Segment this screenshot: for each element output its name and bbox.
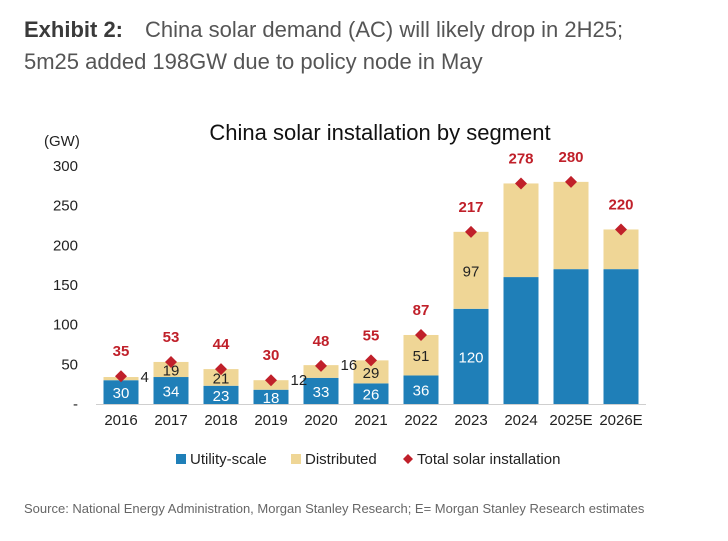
y-axis-ticks: - 50 100 150 200 250 300 bbox=[53, 158, 78, 413]
bar-distributed-2024 bbox=[503, 183, 539, 278]
total-label-2018: 44 bbox=[213, 336, 230, 353]
label-distributed-2017: 19 bbox=[163, 362, 180, 379]
legend-label-total-solar-installation: Total solar installation bbox=[417, 451, 560, 468]
legend-label-utility-scale: Utility-scale bbox=[190, 451, 267, 468]
y-tick-label-150: 150 bbox=[53, 277, 78, 294]
total-label-2025e: 280 bbox=[558, 149, 583, 166]
y-tick-label-0: - bbox=[73, 396, 78, 413]
bar-distributed-2025e bbox=[553, 181, 589, 270]
legend-swatch-utility-scale bbox=[176, 454, 186, 464]
y-tick-label-250: 250 bbox=[53, 198, 78, 215]
total-label-2022: 87 bbox=[413, 302, 430, 319]
bars-group bbox=[103, 181, 639, 404]
bar-utility-2021 bbox=[353, 383, 389, 404]
label-utility-2017: 34 bbox=[163, 384, 180, 401]
x-tick-label-2016: 2016 bbox=[104, 412, 137, 429]
legend: Utility-scale Distributed Total solar inst… bbox=[176, 451, 560, 468]
bar-utility-2025e bbox=[553, 269, 589, 404]
legend-swatch-distributed bbox=[291, 454, 301, 464]
total-marker-2025e bbox=[565, 175, 577, 188]
bar-utility-2017 bbox=[153, 377, 189, 404]
x-tick-label-2018: 2018 bbox=[204, 412, 237, 429]
headline-line-2: 5m25 added 198GW due to policy node in M… bbox=[24, 49, 483, 74]
total-marker-2020 bbox=[315, 359, 327, 372]
legend-swatch-total-solar-installation bbox=[403, 454, 413, 464]
bar-utility-2024 bbox=[503, 277, 539, 404]
y-tick-label-200: 200 bbox=[53, 237, 78, 254]
headline-line-1: China solar demand (AC) will likely drop… bbox=[145, 17, 624, 42]
legend-label-distributed: Distributed bbox=[305, 451, 377, 468]
bar-distributed-2023 bbox=[453, 231, 489, 309]
total-marker-2022 bbox=[415, 328, 427, 341]
bar-utility-2016 bbox=[103, 380, 139, 404]
total-label-2017: 53 bbox=[163, 329, 180, 346]
x-tick-label-2026e: 2026E bbox=[599, 412, 642, 429]
label-distributed-2018: 21 bbox=[213, 370, 230, 387]
total-label-2021: 55 bbox=[363, 327, 380, 344]
bar-distributed-2017 bbox=[153, 361, 189, 378]
bar-utility-2026e bbox=[603, 269, 639, 404]
bar-utility-2019 bbox=[253, 389, 289, 404]
total-label-2023: 217 bbox=[458, 199, 483, 216]
total-label-2016: 35 bbox=[113, 343, 130, 360]
total-marker-2023 bbox=[465, 225, 477, 238]
total-label-2024: 278 bbox=[508, 150, 533, 167]
x-tick-label-2019: 2019 bbox=[254, 412, 287, 429]
total-marker-2018 bbox=[215, 363, 227, 376]
exhibit-header: Exhibit 2: China solar demand (AC) will l… bbox=[24, 14, 714, 78]
bar-distributed-2018 bbox=[203, 369, 239, 386]
stacked-bar-chart: China solar installation by segment (GW)… bbox=[44, 120, 646, 468]
label-utility-2018: 23 bbox=[213, 388, 230, 405]
total-marker-2021 bbox=[365, 354, 377, 367]
label-utility-2021: 26 bbox=[363, 387, 380, 404]
total-marker-2026e bbox=[615, 223, 627, 236]
label-distributed-2021: 29 bbox=[363, 365, 380, 382]
total-marker-2024 bbox=[515, 177, 527, 190]
x-tick-label-2020: 2020 bbox=[304, 412, 337, 429]
bar-utility-2023 bbox=[453, 308, 489, 404]
x-tick-label-2023: 2023 bbox=[454, 412, 487, 429]
label-distributed-2016: 4 bbox=[141, 369, 149, 386]
total-markers: 35 53 44 30 48 55 87 217 278 280 220 bbox=[113, 149, 634, 387]
x-tick-label-2022: 2022 bbox=[404, 412, 437, 429]
y-tick-label-50: 50 bbox=[61, 356, 78, 373]
total-label-2026e: 220 bbox=[608, 196, 633, 213]
bar-distributed-2022 bbox=[403, 334, 439, 376]
label-utility-2022: 36 bbox=[413, 383, 430, 400]
total-marker-2019 bbox=[265, 374, 277, 387]
label-utility-2023: 120 bbox=[458, 349, 483, 366]
label-distributed-2020: 16 bbox=[341, 357, 358, 374]
bar-utility-2022 bbox=[403, 375, 439, 404]
bar-distributed-2021 bbox=[353, 360, 389, 384]
bar-distributed-2026e bbox=[603, 229, 639, 270]
label-utility-2019: 18 bbox=[263, 390, 280, 407]
source-note: Source: National Energy Administration, … bbox=[24, 501, 645, 516]
y-tick-label-100: 100 bbox=[53, 317, 78, 334]
y-tick-label-300: 300 bbox=[53, 158, 78, 175]
label-utility-2020: 33 bbox=[313, 384, 330, 401]
x-tick-label-2021: 2021 bbox=[354, 412, 387, 429]
y-axis-unit-label: (GW) bbox=[44, 133, 80, 150]
label-utility-2016: 30 bbox=[113, 385, 130, 402]
label-distributed-2022: 51 bbox=[413, 348, 430, 365]
label-distributed-2023: 97 bbox=[463, 263, 480, 280]
bar-utility-2018 bbox=[203, 385, 239, 404]
x-tick-label-2017: 2017 bbox=[154, 412, 187, 429]
exhibit-label: Exhibit 2: bbox=[24, 17, 124, 42]
x-axis-ticks: 2016 2017 2018 2019 2020 2021 2022 2023 2024 2025… bbox=[104, 412, 642, 429]
chart-title: China solar installation by segment bbox=[209, 120, 550, 145]
total-label-2019: 30 bbox=[263, 347, 280, 364]
total-marker-2016 bbox=[115, 370, 127, 383]
x-tick-label-2025e: 2025E bbox=[549, 412, 592, 429]
label-distributed-2019: 12 bbox=[291, 372, 308, 389]
bar-utility-2020 bbox=[303, 377, 339, 404]
total-label-2020: 48 bbox=[313, 333, 330, 350]
total-marker-2017 bbox=[165, 355, 177, 368]
x-tick-label-2024: 2024 bbox=[504, 412, 537, 429]
